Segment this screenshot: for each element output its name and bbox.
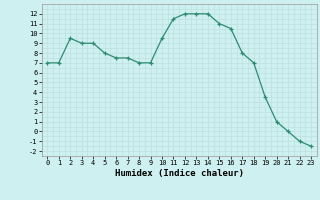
X-axis label: Humidex (Indice chaleur): Humidex (Indice chaleur) <box>115 169 244 178</box>
